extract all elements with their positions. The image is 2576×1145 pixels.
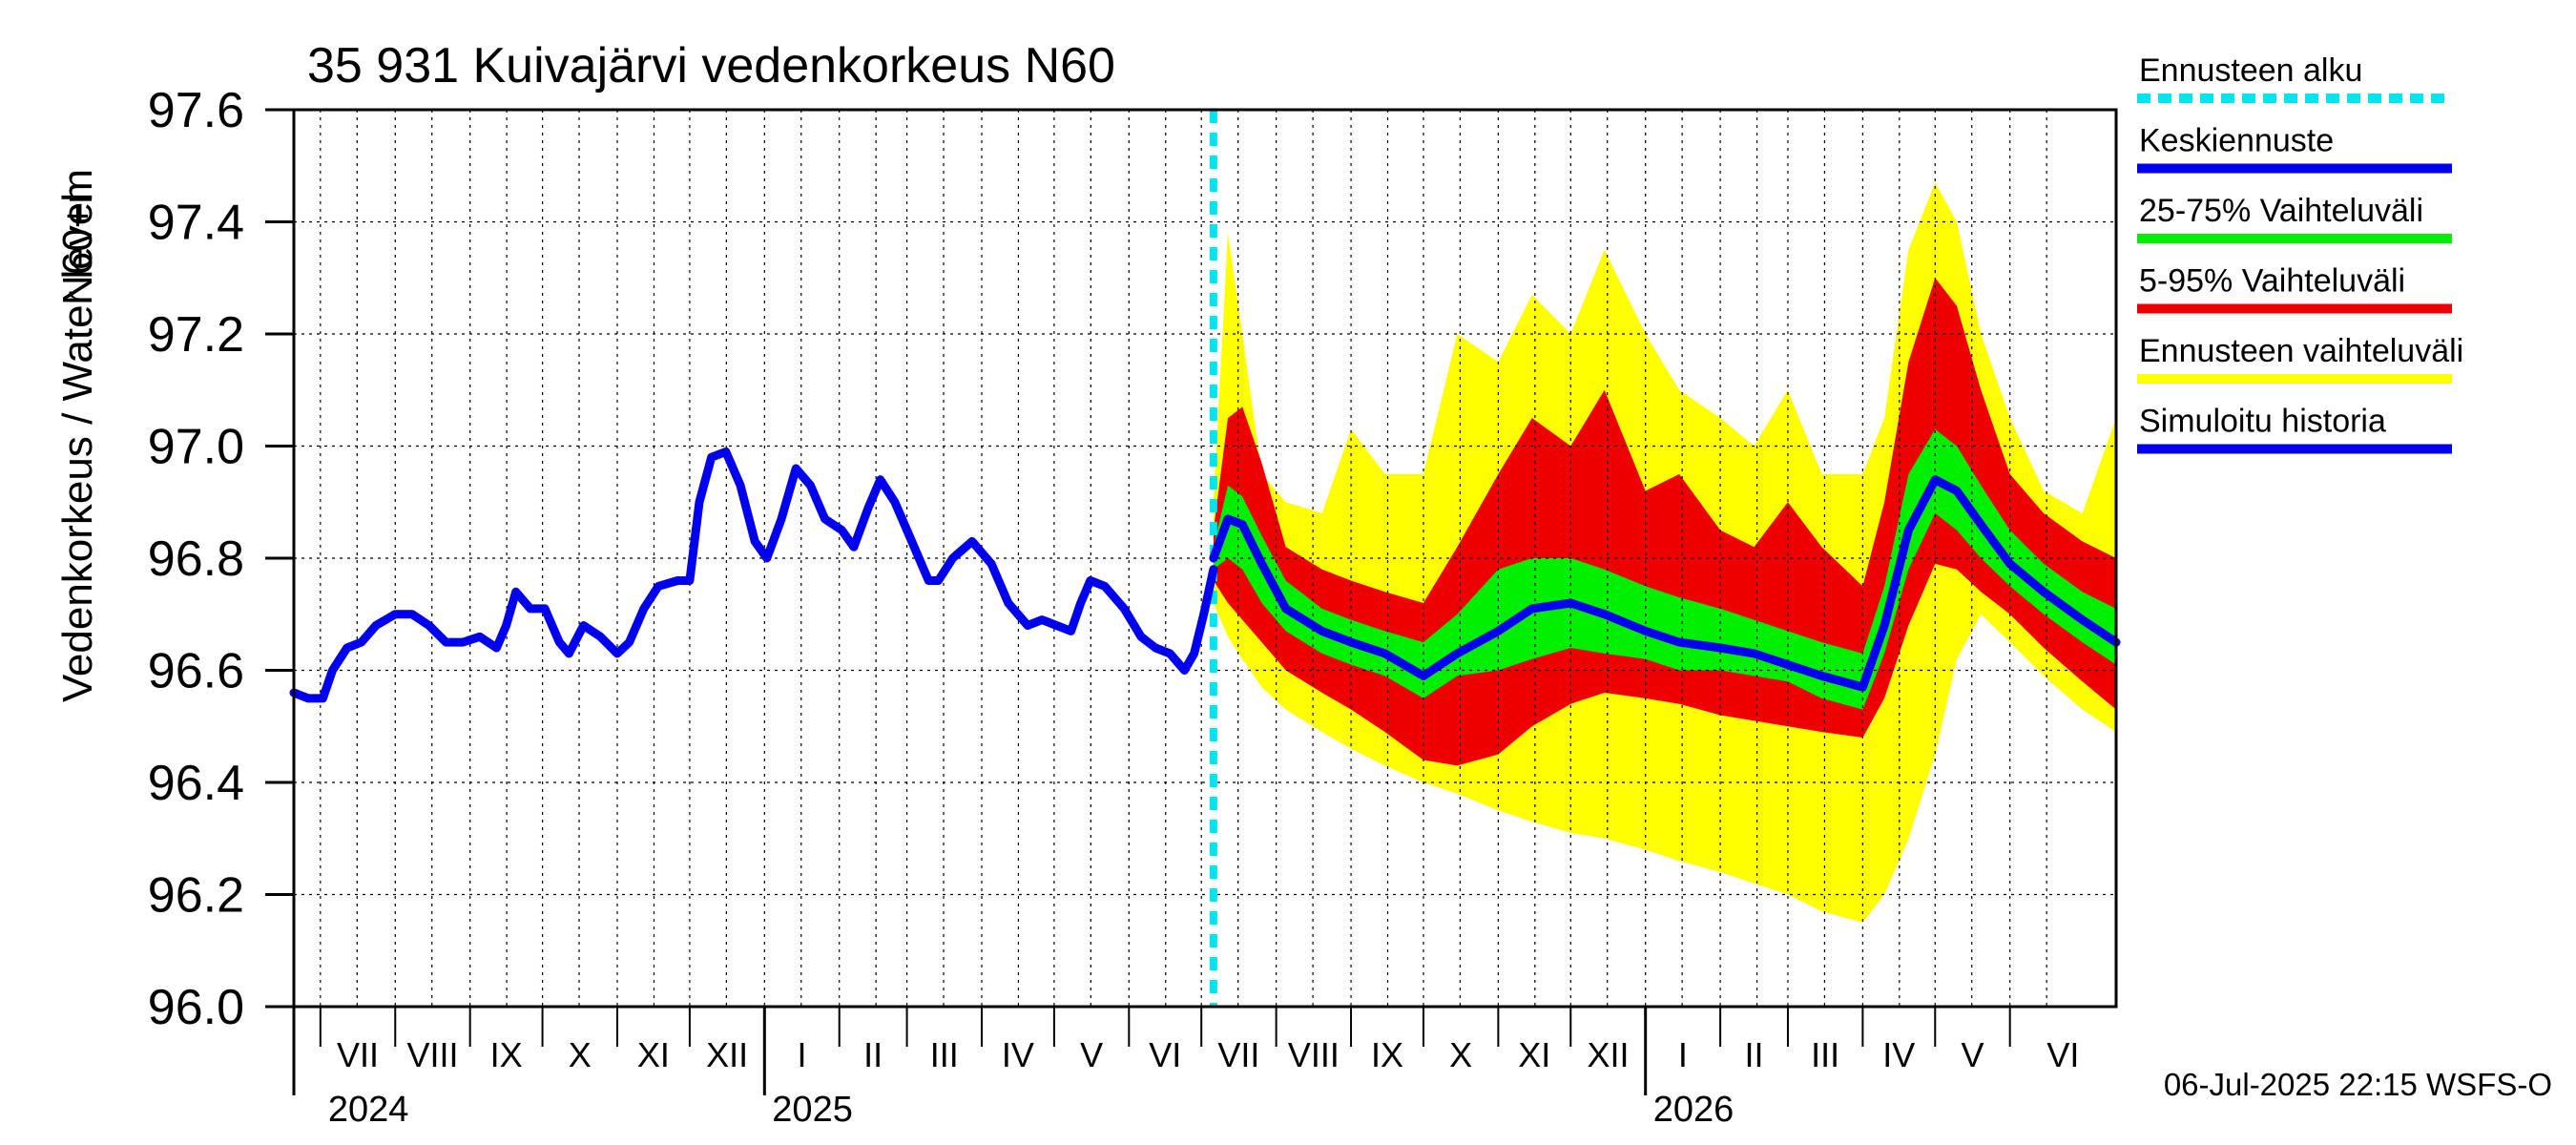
legend-label: 5-95% Vaihteluväli	[2139, 263, 2405, 300]
timestamp-footer: 06-Jul-2025 22:15 WSFS-O	[2164, 1067, 2552, 1102]
chart-title: 35 931 Kuivajärvi vedenkorkeus N60	[307, 38, 1115, 94]
forecast-bands	[1213, 182, 2116, 923]
y-axis-label: Vedenkorkeus / Water level	[54, 193, 101, 702]
y-axis-title: Vedenkorkeus / Water level N60+m	[54, 169, 101, 702]
band-25-75	[1213, 428, 2116, 710]
month-label: VI	[2046, 1035, 2079, 1074]
month-label: VIII	[1288, 1035, 1340, 1074]
month-label: XII	[706, 1035, 748, 1074]
y-tick-label: 96.2	[148, 868, 244, 924]
month-label: V	[1961, 1035, 1984, 1074]
y-tick-label: 97.0	[148, 420, 244, 475]
month-label: III	[930, 1035, 959, 1074]
y-tick-label: 96.6	[148, 644, 244, 699]
y-tick-label: 96.0	[148, 980, 244, 1035]
month-label: I	[1678, 1035, 1688, 1074]
month-label: VII	[1217, 1035, 1259, 1074]
month-label: III	[1811, 1035, 1839, 1074]
legend-label: Keskiennuste	[2139, 123, 2334, 159]
month-label: II	[863, 1035, 883, 1074]
y-tick-label: 97.6	[148, 83, 244, 138]
month-label: IX	[1371, 1035, 1403, 1074]
year-label: 2026	[1653, 1090, 1735, 1130]
y-axis-unit: N60+m	[54, 169, 101, 305]
month-label: V	[1080, 1035, 1103, 1074]
year-label: 2025	[772, 1090, 853, 1130]
month-label: I	[798, 1035, 807, 1074]
median-forecast-line	[1209, 475, 2121, 692]
y-tick-label: 97.2	[148, 307, 244, 363]
month-label: IV	[1002, 1035, 1034, 1074]
y-tick-label: 96.8	[148, 531, 244, 587]
legend-label: Ennusteen vaihteluväli	[2139, 333, 2463, 369]
history-line	[289, 447, 1218, 703]
month-label: XI	[637, 1035, 670, 1074]
month-label: II	[1745, 1035, 1764, 1074]
legend: Ennusteen alku Keskiennuste 25-75% Vaihtel…	[2137, 52, 2463, 454]
y-tick-label: 96.4	[148, 756, 244, 811]
y-tick-label: 97.4	[148, 196, 244, 251]
year-label: 2024	[328, 1090, 409, 1130]
month-label: X	[569, 1035, 592, 1074]
legend-label: Simuloitu historia	[2139, 404, 2386, 440]
series-lines	[289, 110, 2121, 1007]
month-label: VI	[1149, 1035, 1181, 1074]
month-label: X	[1449, 1035, 1472, 1074]
month-label: XI	[1518, 1035, 1550, 1074]
legend-label: Ennusteen alku	[2139, 52, 2362, 89]
month-label: IX	[490, 1035, 523, 1074]
month-label: IV	[1882, 1035, 1915, 1074]
legend-label: 25-75% Vaihteluväli	[2139, 193, 2423, 229]
month-label: VIII	[406, 1035, 458, 1074]
month-label: VII	[337, 1035, 379, 1074]
month-label: XII	[1587, 1035, 1629, 1074]
